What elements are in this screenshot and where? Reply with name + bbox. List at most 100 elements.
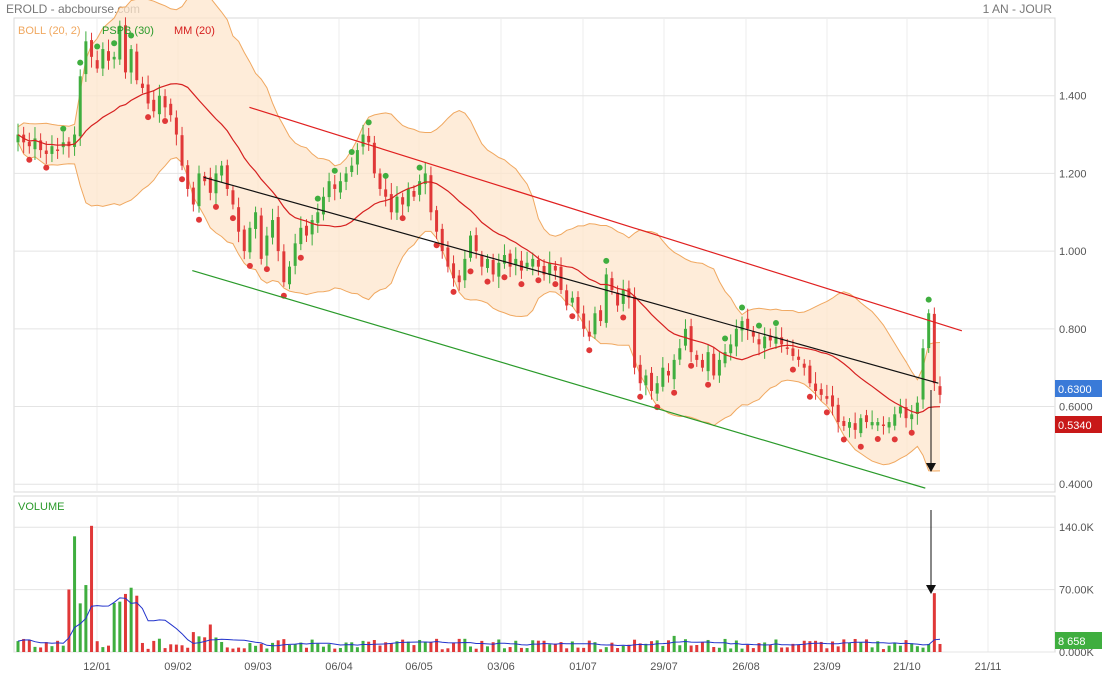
volume-bar [129,587,133,652]
volume-bar [542,640,546,652]
volume-bar [881,649,885,652]
volume-bar [791,643,795,652]
candle-body [915,402,919,414]
volume-bar [440,649,444,652]
candle-body [446,247,450,267]
candle-body [463,258,467,281]
volume-bar [802,640,806,652]
volume-bar [22,638,26,652]
sar-dot [450,288,457,295]
candle-body [157,95,161,115]
candle-body [299,227,303,245]
candle-body [502,255,506,264]
candle-body [33,138,37,150]
candle-body [423,173,427,185]
sar-dot [772,319,779,326]
candle-body [610,278,614,290]
moving-average [17,83,941,414]
volume-bar [565,648,569,652]
gridlines [14,18,1055,653]
candle-body [174,117,178,135]
candle-body [898,406,902,414]
last-price-badge: 0.6300 [1055,380,1102,397]
volume-bar [288,645,292,652]
volume-bar [582,647,586,652]
volume-bar [107,645,111,652]
volume-bar [197,636,201,652]
candle-body [887,422,891,428]
sar-dot [755,322,762,329]
volume-bar [299,642,303,652]
sar-dots [26,32,932,450]
volume-bar [808,641,812,652]
candle-body [231,190,235,205]
volume-bar [423,641,427,652]
candle-body [734,328,738,347]
volume-bar [316,643,320,652]
volume-bar [633,639,637,652]
volume-bar [389,643,393,652]
volume-bar [616,648,620,652]
volume-bar [525,648,529,652]
date-tick-label: 03/06 [487,661,515,673]
candle-body [797,356,801,360]
down-arrow-price [926,390,936,472]
volume-bar [729,648,733,652]
volume-bar [666,640,670,652]
volume-bar [587,640,591,652]
volume-bar [576,647,580,652]
volume-bar [123,593,127,652]
candle-body [372,142,376,174]
sar-dot [857,443,864,450]
candle-body [384,189,388,197]
volume-bar [463,638,467,652]
volume-bar [101,647,105,652]
volume-bar [599,649,603,652]
volume-bar [67,589,71,652]
sar-dot [739,304,746,311]
volume-bar [819,641,823,652]
candle-body [452,263,456,279]
volume-bar [650,641,654,652]
date-tick-label: 21/10 [893,661,921,673]
candle-body [197,173,201,207]
volume-bar [927,643,931,652]
candle-body [519,260,523,271]
volume-bar [842,639,846,652]
candle-body [293,243,297,266]
volume-bar [186,647,190,652]
candle-body [16,134,20,143]
sar-dot [823,409,830,416]
volume-bar [95,641,99,652]
candle-body [604,274,608,323]
volume-bar [452,642,456,652]
volume-bar [429,641,433,652]
volume-bar [242,648,246,652]
volume-bar [644,643,648,652]
volume-bar [672,635,676,652]
candle-body [497,262,501,277]
volume-bar [157,638,161,652]
trendlines [192,106,963,489]
trendline-lower-support [192,269,926,489]
candle-body [802,363,806,368]
volume-bar [491,642,495,652]
candle-body [412,190,416,197]
sar-dot [722,335,729,342]
sar-dot [94,43,101,50]
volume-bar [39,647,43,652]
volume-bar [33,646,37,652]
candle-body [633,296,637,368]
volume-bar [876,641,880,652]
candle-body [140,83,144,88]
volume-bar [271,642,275,652]
candle-body [56,149,60,151]
volume-bar [344,642,348,652]
candle-body [565,290,569,306]
last-volume-badge: 8 658 [1055,632,1102,649]
candle-body [700,359,704,368]
candle-body [825,396,829,399]
volume-bar [559,642,563,652]
sar-dot [331,167,338,174]
date-tick-label: 06/05 [405,661,433,673]
